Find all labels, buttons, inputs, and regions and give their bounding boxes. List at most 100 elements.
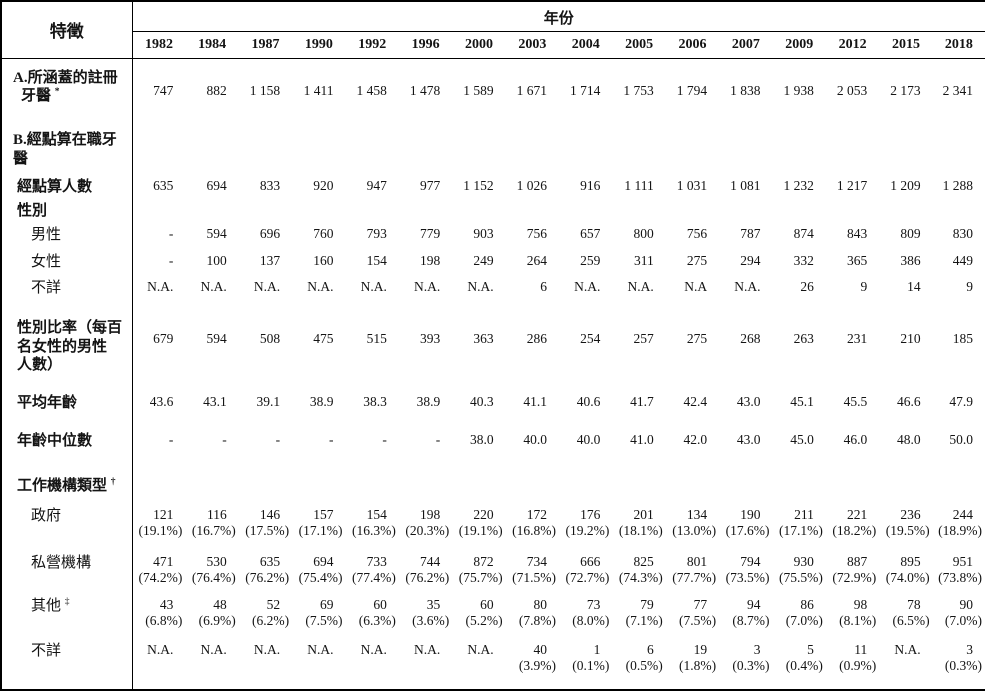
row-label-org-type-header: 工作機構類型 † [1,467,133,501]
table-row-sex-header: 性別 [1,201,985,221]
cell-value: 11 [854,641,868,657]
cell-enumerated-count-2015: 1 209 [879,171,932,201]
cell-others-1996: 35 (3.6%) [399,593,452,638]
cell-org-unknown-1982: N.A. [132,638,185,690]
cell-value: 211 [794,506,814,522]
cell-org-unknown-2006: 19 (1.8%) [666,638,719,690]
cell-percentage: (75.5%) [779,570,823,586]
cell-value: 259 [580,252,601,268]
cell-value: 45.5 [843,393,868,409]
row-label-others: 其他 ‡ [1,592,133,638]
cell-sex-ratio-1984: 594 [185,313,238,388]
cell-org-unknown-2004: 1 (0.1%) [559,638,612,690]
cell-female-1984: 100 [185,248,238,275]
cell-others-2012: 98 (8.1%) [826,593,879,638]
cell-male-2000: 903 [452,221,505,248]
cell-private-1992: 733 (77.4%) [346,548,399,593]
cell-value: 977 [420,178,441,193]
cell-value: 2 173 [890,82,921,98]
cell-value: N.A. [253,641,281,657]
cell-value: 734 [526,553,547,569]
cell-value: 100 [206,252,227,268]
cell-male-1996: 779 [399,221,452,248]
cell-percentage: (74.0%) [885,570,930,586]
cell-value: 43.1 [203,393,227,409]
cell-value: 833 [259,178,281,193]
cell-value: 9 [966,278,974,294]
cell-value: 46.0 [843,431,868,447]
cell-org-type-header-2018 [933,468,985,501]
cell-male-1984: 594 [185,221,238,248]
cell-value: 733 [366,553,387,569]
cell-government-2007: 190 (17.6%) [719,501,772,548]
cell-median-age-2000: 38.0 [452,423,505,468]
cell-percentage: (19.1%) [458,523,503,539]
cell-org-unknown-1984: N.A. [185,638,238,690]
cell-value: 594 [206,330,227,346]
cell-value: 666 [580,553,601,569]
cell-sex-ratio-2000: 363 [452,313,505,388]
cell-government-1996: 198 (20.3%) [399,501,452,548]
cell-sex-header-2003 [506,201,559,221]
cell-org-unknown-2003: 40 (3.9%) [506,638,559,690]
cell-percentage: (71.5%) [512,570,556,586]
table-row-registered-dentists: A.所涵蓋的註冊 牙醫 * 747 882 1 158 1 411 1 458 1 478 1 … [1,58,985,129]
cell-percentage: (0.5%) [625,658,663,674]
cell-value: 42.4 [683,393,708,409]
cell-others-2007: 94 (8.7%) [719,593,772,638]
header-row-year-title: 特徵 年份 [1,1,985,59]
cell-value: 35 [426,596,441,612]
cell-value: 1 458 [356,82,387,98]
cell-others-1987: 52 (6.2%) [239,593,292,638]
cell-others-1982: 43 (6.8%) [132,593,185,638]
cell-value: 201 [633,506,654,522]
table-row-male: 男性 - 594 696 760 793 779 903 756 657 800 756 787 874 8… [1,220,985,248]
cell-median-age-2009: 45.0 [773,423,826,468]
cell-enumerated-header-2007 [719,129,772,171]
cell-value: 154 [366,252,387,268]
cell-sex-unknown-1984: N.A. [185,275,238,313]
cell-sex-header-2007 [719,201,772,221]
cell-private-2006: 801 (77.7%) [666,548,719,593]
cell-registered-dentists-2009: 1 938 [773,58,826,129]
cell-percentage: (7.0%) [785,613,823,629]
cell-org-type-header-1992 [346,468,399,501]
cell-value: 40.0 [523,431,547,447]
year-column-header: 1987 [238,31,293,59]
cell-percentage: (8.7%) [732,613,770,629]
table-row-government: 政府 121 (19.1%) 116 (16.7%) 146 (17.5%) 157 (17.1… [1,500,985,548]
cell-private-1982: 471 (74.2%) [132,548,185,593]
year-group-header-cell: 年份 [132,1,985,32]
cell-org-type-header-2006 [666,468,719,501]
cell-sex-header-1996 [399,201,452,221]
table-row-enumerated-header: B.經點算在職牙醫 [1,129,985,171]
cell-value: 515 [366,330,387,346]
cell-value: 801 [686,553,708,569]
cell-org-unknown-2007: 3 (0.3%) [719,638,772,690]
cell-sex-unknown-2015: 14 [879,275,932,313]
cell-median-age-2018: 50.0 [933,423,985,468]
cell-enumerated-header-1990 [292,129,345,171]
cell-value: 895 [900,553,921,569]
cell-sex-header-2000 [452,201,505,221]
cell-others-1990: 69 (7.5%) [292,593,345,638]
cell-enumerated-count-2003: 1 026 [506,171,559,201]
cell-value: 311 [634,252,654,268]
cell-value: 154 [366,506,387,522]
table-row-median-age: 年齡中位數 - - - - - - 38.0 40.0 40.0 41.0 42.0 43.0 45.0 4… [1,422,985,468]
cell-value: N.A. [574,278,601,294]
cell-enumerated-header-2018 [933,129,985,171]
cell-value: 221 [847,506,868,522]
cell-value: 393 [420,330,441,346]
cell-value: 694 [206,178,227,193]
cell-percentage: (6.9%) [198,613,236,629]
cell-value: 874 [793,225,814,241]
cell-sex-ratio-2006: 275 [666,313,719,388]
cell-value: 365 [847,252,868,268]
cell-value: 825 [633,553,654,569]
cell-value: 60 [373,596,387,612]
cell-value: N.A. [147,641,174,657]
footnote-marker: ‡ [64,596,70,607]
cell-percentage: (20.3%) [405,523,450,539]
